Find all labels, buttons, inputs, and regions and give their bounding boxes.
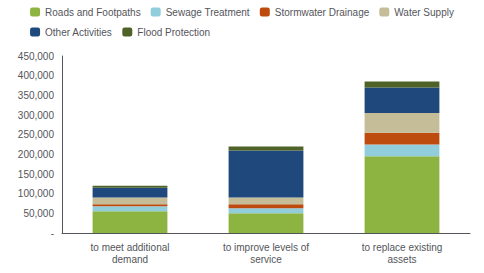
- svg-text:350,000: 350,000: [18, 90, 55, 101]
- svg-text:to meet additional: to meet additional: [91, 242, 170, 253]
- svg-text:250,000: 250,000: [18, 129, 55, 140]
- svg-text:Flood Protection: Flood Protection: [137, 27, 210, 38]
- svg-text:to replace existing: to replace existing: [362, 242, 443, 253]
- svg-text:450,000: 450,000: [18, 51, 55, 62]
- svg-text:Stormwater Drainage: Stormwater Drainage: [275, 7, 370, 18]
- svg-text:400,000: 400,000: [18, 70, 55, 81]
- svg-text:Other Activities: Other Activities: [45, 27, 112, 38]
- svg-text:demand: demand: [112, 254, 148, 265]
- svg-text:200,000: 200,000: [18, 149, 55, 160]
- svg-text:300,000: 300,000: [18, 110, 55, 121]
- svg-text:Roads and Footpaths: Roads and Footpaths: [45, 7, 141, 18]
- svg-text:service: service: [250, 254, 282, 265]
- svg-text:Sewage Treatment: Sewage Treatment: [166, 7, 250, 18]
- svg-text:assets: assets: [388, 254, 417, 265]
- svg-text:Water Supply: Water Supply: [394, 7, 454, 18]
- svg-text:-: -: [51, 228, 54, 239]
- svg-text:100,000: 100,000: [18, 188, 55, 199]
- svg-text:150,000: 150,000: [18, 169, 55, 180]
- svg-text:to improve levels of: to improve levels of: [223, 242, 309, 253]
- svg-text:50,000: 50,000: [23, 208, 54, 219]
